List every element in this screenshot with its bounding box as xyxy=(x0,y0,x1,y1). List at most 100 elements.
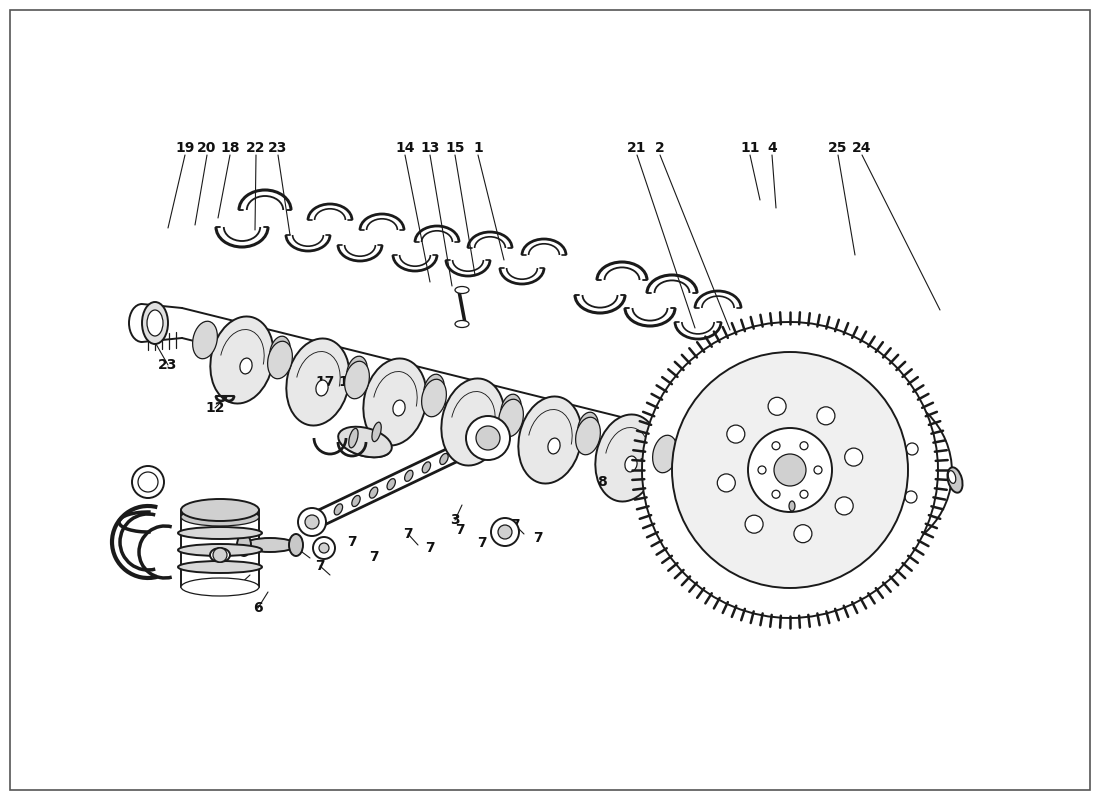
Ellipse shape xyxy=(142,302,168,344)
Circle shape xyxy=(906,443,918,455)
Text: 7: 7 xyxy=(426,541,434,555)
Text: 2: 2 xyxy=(656,141,664,155)
Text: 11: 11 xyxy=(740,141,760,155)
Ellipse shape xyxy=(455,321,469,327)
Text: 8: 8 xyxy=(597,475,607,489)
Text: 21: 21 xyxy=(627,141,647,155)
Circle shape xyxy=(768,398,786,415)
Circle shape xyxy=(498,525,512,539)
Text: 24: 24 xyxy=(852,141,871,155)
Ellipse shape xyxy=(387,478,395,490)
Ellipse shape xyxy=(518,397,582,483)
Ellipse shape xyxy=(182,578,258,596)
Circle shape xyxy=(865,418,877,430)
Text: 7: 7 xyxy=(455,523,465,537)
Ellipse shape xyxy=(147,310,163,336)
Circle shape xyxy=(772,490,780,498)
Ellipse shape xyxy=(178,561,262,573)
Text: 20: 20 xyxy=(197,141,217,155)
Text: 23: 23 xyxy=(268,141,288,155)
Ellipse shape xyxy=(346,356,367,388)
Ellipse shape xyxy=(178,527,262,539)
Ellipse shape xyxy=(316,380,328,396)
Circle shape xyxy=(314,537,336,559)
Circle shape xyxy=(845,448,862,466)
Ellipse shape xyxy=(625,456,637,472)
Ellipse shape xyxy=(422,462,430,473)
Text: 7: 7 xyxy=(316,559,324,573)
Circle shape xyxy=(814,466,822,474)
Text: 22: 22 xyxy=(246,141,266,155)
Circle shape xyxy=(862,514,874,526)
Ellipse shape xyxy=(455,286,469,294)
Circle shape xyxy=(466,416,510,460)
Ellipse shape xyxy=(372,422,382,442)
Ellipse shape xyxy=(192,322,218,358)
Text: 14: 14 xyxy=(395,141,415,155)
Ellipse shape xyxy=(471,420,483,436)
Text: 7: 7 xyxy=(404,527,412,541)
Text: 4: 4 xyxy=(767,141,777,155)
Circle shape xyxy=(804,406,936,538)
Circle shape xyxy=(817,407,835,425)
Ellipse shape xyxy=(575,418,601,454)
Circle shape xyxy=(748,428,832,512)
Text: 7: 7 xyxy=(534,531,542,545)
Text: 15: 15 xyxy=(446,141,464,155)
Circle shape xyxy=(835,497,854,515)
Ellipse shape xyxy=(338,426,392,458)
Text: 5: 5 xyxy=(233,579,243,593)
Circle shape xyxy=(800,442,808,450)
Circle shape xyxy=(758,466,766,474)
Circle shape xyxy=(642,322,938,618)
Circle shape xyxy=(727,425,745,443)
Ellipse shape xyxy=(948,470,956,483)
Circle shape xyxy=(823,441,835,453)
Circle shape xyxy=(800,490,808,498)
Circle shape xyxy=(298,508,326,536)
Ellipse shape xyxy=(441,378,505,466)
Circle shape xyxy=(788,390,952,554)
Circle shape xyxy=(672,352,908,588)
Ellipse shape xyxy=(548,438,560,454)
Text: 7: 7 xyxy=(510,518,520,532)
Circle shape xyxy=(745,515,763,533)
Text: 19: 19 xyxy=(175,141,195,155)
Text: 16: 16 xyxy=(339,375,358,389)
Ellipse shape xyxy=(286,338,350,426)
Circle shape xyxy=(772,442,780,450)
Ellipse shape xyxy=(424,374,444,406)
Ellipse shape xyxy=(289,534,302,556)
Ellipse shape xyxy=(578,412,598,444)
Ellipse shape xyxy=(363,358,427,446)
Ellipse shape xyxy=(349,428,359,448)
Ellipse shape xyxy=(352,495,360,506)
Ellipse shape xyxy=(498,399,524,437)
Ellipse shape xyxy=(236,534,251,556)
Ellipse shape xyxy=(244,538,296,552)
Circle shape xyxy=(717,474,735,492)
Ellipse shape xyxy=(789,501,795,511)
Ellipse shape xyxy=(178,544,262,556)
Text: 10: 10 xyxy=(638,449,658,463)
Text: 13: 13 xyxy=(420,141,440,155)
Ellipse shape xyxy=(405,470,412,482)
Text: 7: 7 xyxy=(348,535,356,549)
Ellipse shape xyxy=(182,508,258,526)
Text: 9: 9 xyxy=(663,527,673,541)
Text: 7: 7 xyxy=(294,542,302,556)
Text: 12: 12 xyxy=(206,401,224,415)
Ellipse shape xyxy=(210,317,274,403)
Circle shape xyxy=(491,518,519,546)
Text: 1: 1 xyxy=(473,141,483,155)
Ellipse shape xyxy=(240,358,252,374)
Text: 25: 25 xyxy=(828,141,848,155)
Ellipse shape xyxy=(270,336,290,368)
Ellipse shape xyxy=(421,379,447,417)
Text: 18: 18 xyxy=(220,141,240,155)
Circle shape xyxy=(319,543,329,553)
Text: 7: 7 xyxy=(477,536,487,550)
Circle shape xyxy=(794,525,812,542)
Ellipse shape xyxy=(500,394,521,426)
Circle shape xyxy=(905,491,917,503)
